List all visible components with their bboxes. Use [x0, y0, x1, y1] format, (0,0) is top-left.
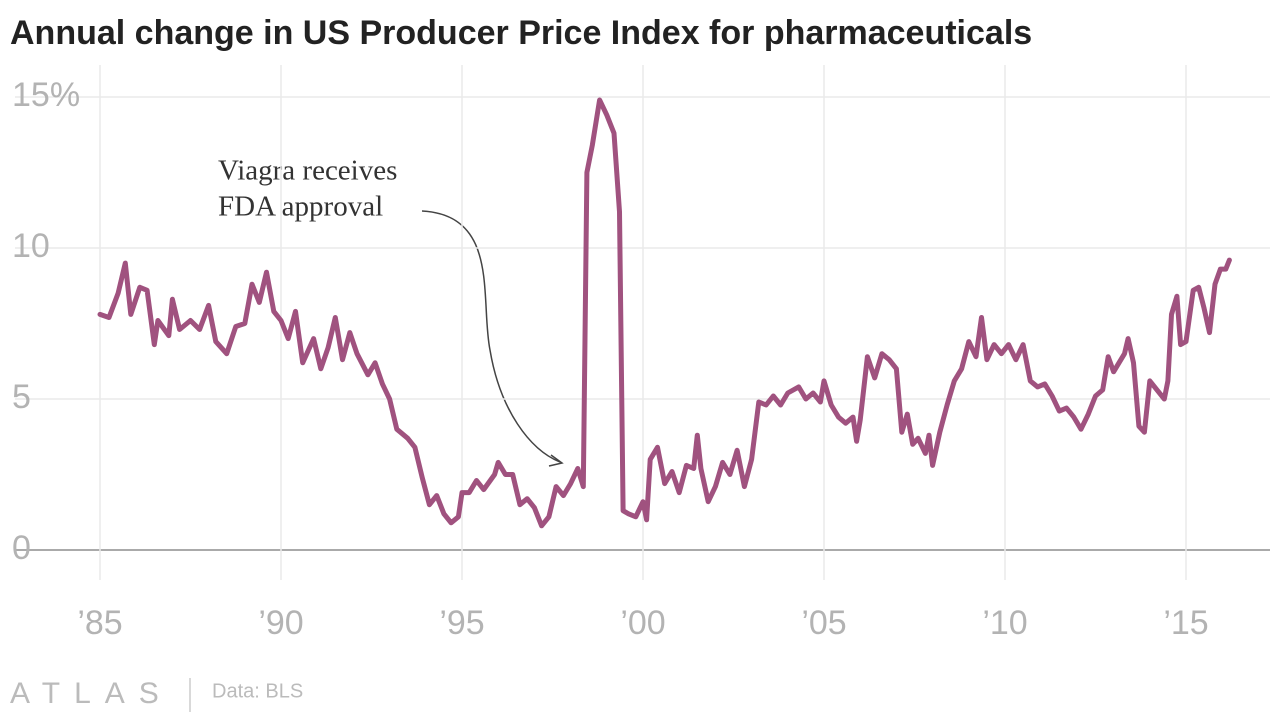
grid: 0 5 10 15% ’85 ’90 ’95 ’00 ’05 ’10 ’15: [12, 65, 1270, 642]
source: Data: BLS: [212, 680, 303, 702]
x-tick-label: ’05: [801, 604, 846, 642]
y-tick-label: 15%: [12, 76, 80, 114]
y-tick-label: 5: [12, 378, 31, 416]
x-tick-label: ’90: [258, 604, 303, 642]
plot: [97, 97, 1232, 529]
annotation: Viagra receives: [218, 155, 397, 187]
x-tick-label: ’15: [1163, 604, 1208, 642]
x-tick-label: ’10: [982, 604, 1027, 642]
y-tick-label: 0: [12, 529, 31, 567]
annotation: FDA approval: [218, 191, 383, 223]
chart-title: Annual change in US Producer Price Index…: [10, 14, 1032, 52]
annotation-arrow: [421, 210, 561, 463]
y-tick-label: 10: [12, 227, 50, 265]
x-tick-label: ’85: [77, 604, 122, 642]
x-tick-label: ’00: [620, 604, 665, 642]
arrow-head: [548, 454, 564, 467]
data-line: [97, 97, 1232, 529]
brand: ATLAS: [10, 677, 173, 710]
x-tick-label: ’95: [439, 604, 484, 642]
